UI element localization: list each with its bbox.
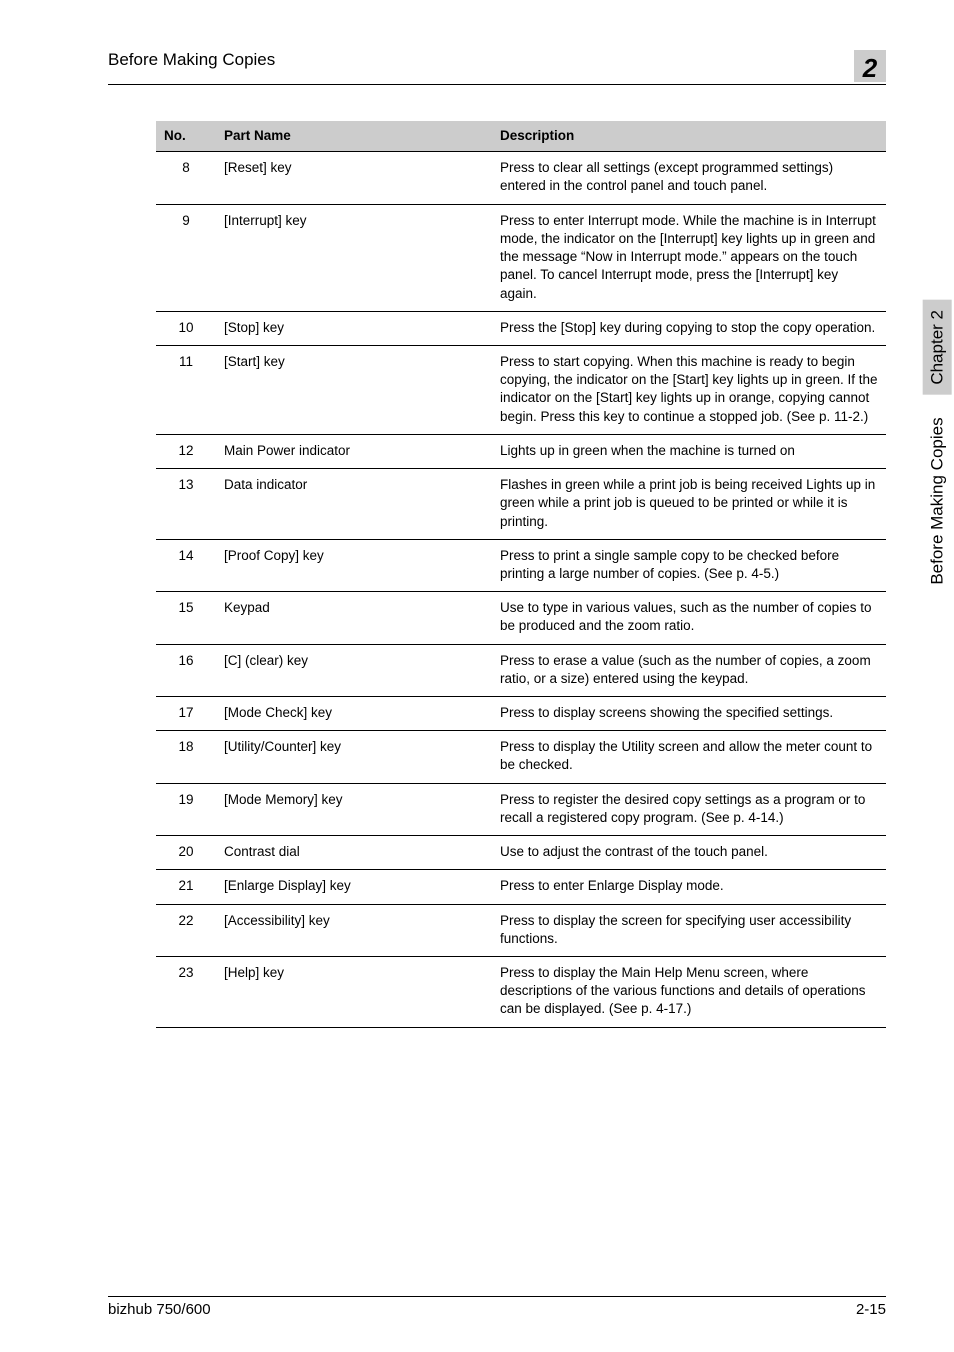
cell-desc: Lights up in green when the machine is t… [492,434,886,468]
cell-desc: Flashes in green while a print job is be… [492,469,886,540]
cell-part: [Mode Check] key [216,697,492,731]
cell-no: 11 [156,345,216,434]
cell-desc: Press to display screens showing the spe… [492,697,886,731]
table-row: 15 Keypad Use to type in various values,… [156,592,886,644]
cell-desc: Press to display the Utility screen and … [492,731,886,783]
cell-part: Main Power indicator [216,434,492,468]
cell-part: [C] (clear) key [216,644,492,696]
chapter-number-box: 2 [854,50,886,82]
cell-desc: Use to type in various values, such as t… [492,592,886,644]
table-row: 17 [Mode Check] key Press to display scr… [156,697,886,731]
col-desc: Description [492,121,886,152]
table-row: 20 Contrast dial Use to adjust the contr… [156,836,886,870]
cell-no: 21 [156,870,216,904]
cell-part: [Utility/Counter] key [216,731,492,783]
cell-desc: Use to adjust the contrast of the touch … [492,836,886,870]
table-row: 8 [Reset] key Press to clear all setting… [156,152,886,204]
col-part: Part Name [216,121,492,152]
cell-no: 9 [156,204,216,311]
cell-part: [Stop] key [216,311,492,345]
cell-no: 23 [156,957,216,1028]
cell-no: 12 [156,434,216,468]
page-header: Before Making Copies 2 [108,50,886,82]
cell-no: 17 [156,697,216,731]
cell-no: 19 [156,783,216,835]
cell-desc: Press the [Stop] key during copying to s… [492,311,886,345]
footer-left: bizhub 750/600 [108,1301,211,1318]
cell-no: 13 [156,469,216,540]
cell-no: 8 [156,152,216,204]
cell-part: [Start] key [216,345,492,434]
cell-desc: Press to clear all settings (except prog… [492,152,886,204]
cell-desc: Press to enter Enlarge Display mode. [492,870,886,904]
cell-no: 20 [156,836,216,870]
footer-rule [108,1296,886,1297]
cell-no: 16 [156,644,216,696]
cell-part: [Reset] key [216,152,492,204]
table-row: 18 [Utility/Counter] key Press to displa… [156,731,886,783]
cell-part: [Proof Copy] key [216,539,492,591]
side-caption-text: Before Making Copies [928,417,947,584]
side-caption: Before Making Copies Chapter 2 [928,300,948,585]
table-row: 9 [Interrupt] key Press to enter Interru… [156,204,886,311]
cell-part: [Help] key [216,957,492,1028]
table-row: 22 [Accessibility] key Press to display … [156,904,886,956]
cell-desc: Press to erase a value (such as the numb… [492,644,886,696]
cell-no: 22 [156,904,216,956]
col-no: No. [156,121,216,152]
table-body: 8 [Reset] key Press to clear all setting… [156,152,886,1027]
cell-part: [Mode Memory] key [216,783,492,835]
cell-part: [Accessibility] key [216,904,492,956]
cell-desc: Press to display the Main Help Menu scre… [492,957,886,1028]
table-row: 16 [C] (clear) key Press to erase a valu… [156,644,886,696]
cell-part: Data indicator [216,469,492,540]
parts-table: No. Part Name Description 8 [Reset] key … [156,121,886,1028]
cell-no: 15 [156,592,216,644]
cell-desc: Press to enter Interrupt mode. While the… [492,204,886,311]
chapter-number: 2 [863,55,877,82]
cell-part: [Enlarge Display] key [216,870,492,904]
cell-desc: Press to register the desired copy setti… [492,783,886,835]
side-chapter: Chapter 2 [923,300,952,395]
table-row: 14 [Proof Copy] key Press to print a sin… [156,539,886,591]
header-rule [108,84,886,85]
cell-no: 10 [156,311,216,345]
cell-desc: Press to start copying. When this machin… [492,345,886,434]
cell-part: Keypad [216,592,492,644]
table-header-row: No. Part Name Description [156,121,886,152]
table-row: 23 [Help] key Press to display the Main … [156,957,886,1028]
table-row: 21 [Enlarge Display] key Press to enter … [156,870,886,904]
header-title: Before Making Copies [108,50,275,70]
cell-desc: Press to print a single sample copy to b… [492,539,886,591]
cell-no: 14 [156,539,216,591]
table-row: 19 [Mode Memory] key Press to register t… [156,783,886,835]
footer-content: bizhub 750/600 2-15 [108,1301,886,1318]
page-footer: bizhub 750/600 2-15 [108,1296,886,1318]
cell-desc: Press to display the screen for specifyi… [492,904,886,956]
footer-right: 2-15 [856,1301,886,1318]
page: Before Making Copies 2 Before Making Cop… [0,0,954,1352]
table-row: 10 [Stop] key Press the [Stop] key durin… [156,311,886,345]
cell-part: Contrast dial [216,836,492,870]
cell-part: [Interrupt] key [216,204,492,311]
table-row: 11 [Start] key Press to start copying. W… [156,345,886,434]
table-row: 12 Main Power indicator Lights up in gre… [156,434,886,468]
cell-no: 18 [156,731,216,783]
table-row: 13 Data indicator Flashes in green while… [156,469,886,540]
